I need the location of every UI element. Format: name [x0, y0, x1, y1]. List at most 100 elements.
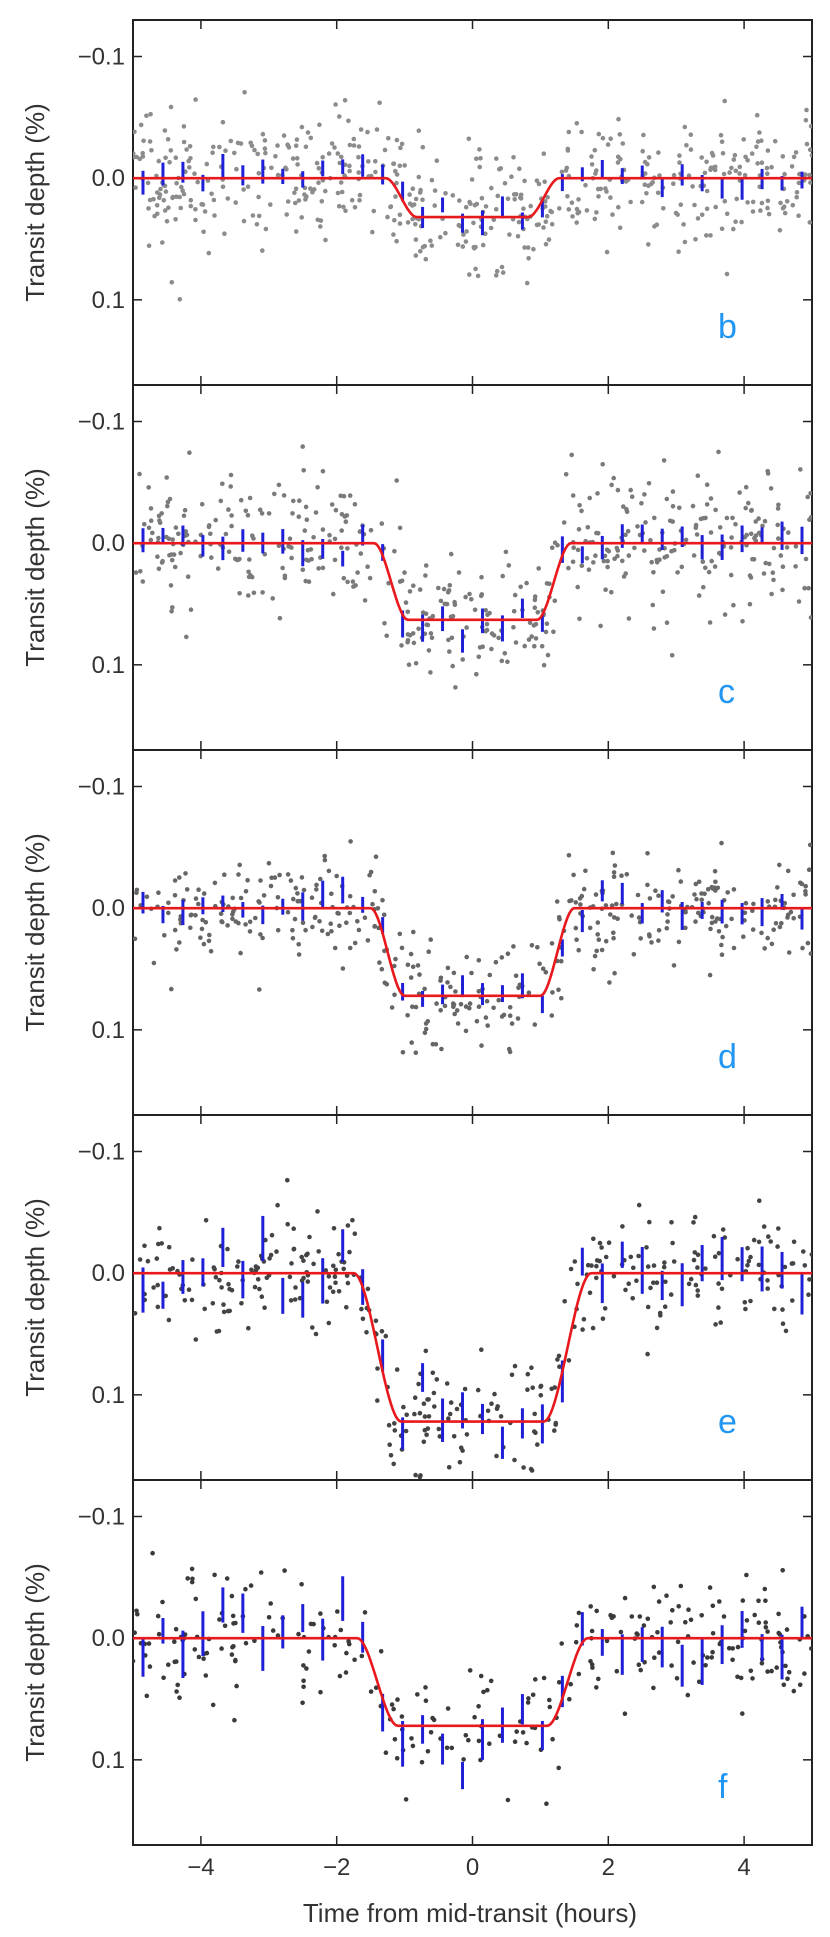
data-point	[339, 154, 344, 160]
data-point	[413, 1050, 419, 1055]
y-axis-label: Transit depth (%)	[20, 1563, 50, 1761]
data-point	[188, 925, 193, 931]
data-point	[808, 491, 812, 496]
data-point	[544, 1801, 549, 1806]
data-point	[408, 951, 414, 957]
data-point	[173, 217, 178, 222]
data-point	[713, 879, 718, 885]
data-point	[579, 508, 584, 514]
data-point	[347, 910, 353, 916]
data-point	[802, 1263, 808, 1268]
data-point	[809, 153, 812, 158]
data-point	[569, 898, 574, 903]
panel-letter: f	[718, 1768, 728, 1806]
data-point	[691, 1220, 696, 1225]
data-point	[313, 1331, 319, 1337]
data-point	[463, 239, 469, 244]
panel-frame	[132, 1114, 813, 1481]
data-point	[428, 238, 433, 243]
data-point	[740, 619, 745, 624]
data-point	[710, 1649, 715, 1655]
data-point	[483, 231, 488, 237]
data-point	[620, 1224, 625, 1229]
data-point	[677, 160, 682, 165]
data-point	[518, 192, 524, 198]
data-point	[428, 1730, 434, 1735]
data-point	[641, 1623, 647, 1628]
data-point	[686, 1281, 692, 1287]
ytick-label: 0.0	[92, 530, 125, 557]
data-point	[780, 206, 786, 211]
data-point	[329, 891, 334, 897]
data-point	[591, 1236, 596, 1242]
data-point	[416, 128, 422, 133]
data-point	[573, 925, 579, 931]
data-point	[796, 180, 802, 186]
data-point	[778, 200, 783, 206]
data-point	[469, 177, 475, 182]
data-point	[474, 156, 479, 161]
data-point	[499, 658, 505, 664]
data-point	[640, 148, 645, 154]
data-point	[533, 636, 539, 641]
data-point	[341, 1266, 347, 1272]
data-point	[164, 534, 169, 540]
data-point	[663, 1279, 668, 1285]
data-point	[247, 929, 253, 934]
data-point	[457, 198, 462, 203]
data-point	[765, 205, 770, 211]
data-point	[645, 1616, 651, 1622]
data-point	[320, 468, 326, 474]
data-point	[428, 937, 434, 942]
data-point	[807, 842, 812, 848]
data-point	[350, 1217, 355, 1223]
data-point	[618, 1629, 624, 1635]
data-point	[622, 1595, 628, 1601]
data-point	[653, 888, 658, 893]
data-point	[555, 1357, 560, 1362]
data-point	[426, 949, 432, 954]
data-point	[752, 1612, 757, 1618]
data-point	[258, 878, 263, 883]
data-point	[181, 513, 187, 519]
data-point	[511, 155, 516, 160]
data-point	[700, 559, 706, 564]
data-point	[525, 1387, 530, 1392]
data-point	[253, 915, 258, 921]
data-point	[342, 173, 347, 178]
data-point	[193, 896, 199, 901]
data-point	[557, 917, 562, 922]
data-point	[708, 496, 714, 501]
data-point	[747, 573, 753, 578]
data-point	[713, 204, 718, 210]
data-point	[373, 1318, 379, 1324]
data-point	[148, 537, 154, 543]
data-point	[305, 1279, 311, 1284]
data-point	[729, 165, 734, 171]
data-point	[479, 1347, 484, 1352]
data-point	[410, 1743, 416, 1749]
data-point	[669, 1220, 674, 1225]
data-point	[198, 935, 203, 940]
data-point	[347, 1249, 352, 1255]
data-point	[611, 930, 616, 936]
data-point	[505, 951, 511, 956]
data-point	[756, 516, 761, 521]
data-point	[784, 199, 790, 204]
data-point	[287, 536, 293, 541]
data-point	[775, 522, 780, 528]
data-point	[370, 229, 375, 235]
data-point	[252, 1638, 257, 1644]
data-point	[692, 1250, 698, 1255]
data-point	[416, 1381, 421, 1387]
data-point	[150, 1550, 155, 1556]
data-point	[224, 1576, 230, 1581]
data-point	[187, 144, 193, 149]
data-point	[250, 213, 256, 218]
data-point	[413, 221, 418, 227]
data-point	[438, 975, 444, 981]
data-point	[723, 923, 729, 929]
data-point	[193, 207, 198, 212]
